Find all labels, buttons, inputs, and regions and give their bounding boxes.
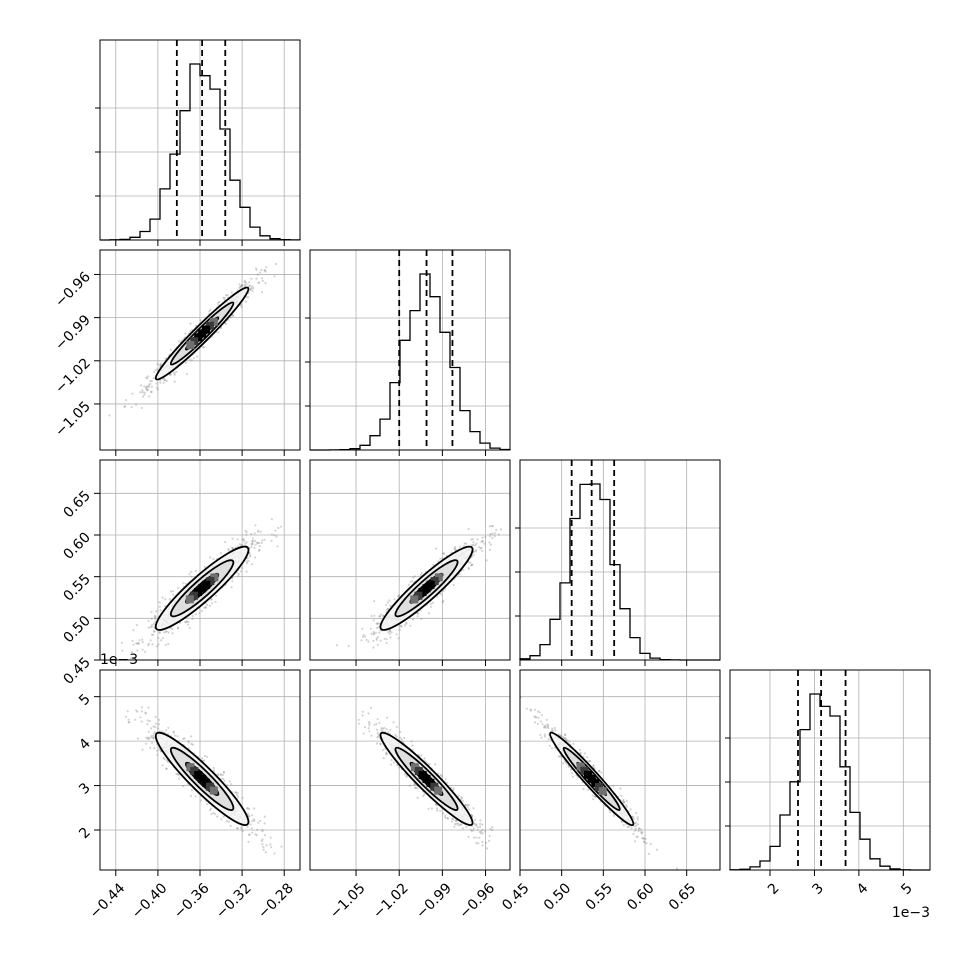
y-tick-label: 4 xyxy=(76,736,94,754)
histogram-panel-3 xyxy=(725,669,931,871)
panel-frame xyxy=(519,669,721,871)
panel-frame xyxy=(309,249,511,451)
x-tick-label: 0.50 xyxy=(541,880,574,913)
y-tick-label: −1.05 xyxy=(52,398,94,440)
histogram-steps xyxy=(729,693,930,871)
y-tick-label: 0.50 xyxy=(60,613,93,646)
density-core xyxy=(186,763,218,795)
panel-frame xyxy=(309,669,511,871)
x-offset-label: 1e−3 xyxy=(892,905,930,921)
x-tick-label: 5 xyxy=(898,880,916,898)
scatter-panel-3-1 xyxy=(309,669,511,871)
x-tick-label: 0.65 xyxy=(666,880,699,913)
x-tick-label: −0.36 xyxy=(171,880,213,922)
grid xyxy=(519,670,720,870)
x-tick-label: −0.40 xyxy=(129,880,171,922)
density-core xyxy=(186,317,218,350)
scatter-panel-2-0 xyxy=(99,459,301,661)
x-tick-label: −0.32 xyxy=(213,880,255,922)
density-core xyxy=(410,763,443,795)
panel-frame xyxy=(519,459,721,661)
x-tick-label: 3 xyxy=(809,880,827,898)
density-core xyxy=(185,573,219,604)
histogram-panel-2 xyxy=(515,459,721,661)
grid xyxy=(310,460,510,661)
histogram-steps xyxy=(100,63,301,241)
panel-frame xyxy=(729,669,931,871)
x-tick-label: 4 xyxy=(854,880,872,898)
y-tick-label: 2 xyxy=(76,825,94,843)
y-tick-label: 0.45 xyxy=(60,655,93,688)
scatter-panel-2-1 xyxy=(309,459,511,661)
x-tick-label: 2 xyxy=(765,880,783,898)
x-tick-label: 0.45 xyxy=(499,880,532,913)
grid xyxy=(100,670,300,870)
y-tick-label: 0.60 xyxy=(60,530,93,563)
x-tick-label: −1.05 xyxy=(327,880,369,922)
grid xyxy=(100,460,300,661)
panel-frame xyxy=(309,459,511,661)
x-tick-label: 0.60 xyxy=(624,880,657,913)
x-tick-label: −0.99 xyxy=(413,880,455,922)
scatter-panel-3-2 xyxy=(519,669,721,871)
y-tick-label: 0.65 xyxy=(60,488,93,521)
y-tick-label: 5 xyxy=(76,691,94,709)
y-offset-label: 1e−3 xyxy=(100,652,138,668)
y-tick-label: −0.99 xyxy=(52,312,94,354)
y-tick-label: 0.55 xyxy=(60,571,93,604)
scatter-panel-1-0 xyxy=(99,249,301,451)
histogram-panel-1 xyxy=(305,249,511,451)
y-tick-label: 3 xyxy=(76,780,94,798)
x-tick-label: 0.55 xyxy=(583,880,616,913)
grid xyxy=(100,250,300,450)
density-core xyxy=(410,573,443,604)
grid xyxy=(310,670,510,870)
histogram-steps xyxy=(310,273,511,451)
density-core xyxy=(576,762,607,796)
x-tick-label: −0.96 xyxy=(456,880,498,922)
y-tick-label: −1.02 xyxy=(52,355,94,397)
scatter-panel-3-0 xyxy=(99,669,301,871)
x-tick-label: −1.02 xyxy=(370,880,412,922)
x-tick-label: −0.28 xyxy=(255,880,297,922)
x-tick-label: −0.44 xyxy=(87,880,129,922)
y-tick-label: −0.96 xyxy=(52,269,94,311)
histogram-panel-0 xyxy=(95,39,301,241)
